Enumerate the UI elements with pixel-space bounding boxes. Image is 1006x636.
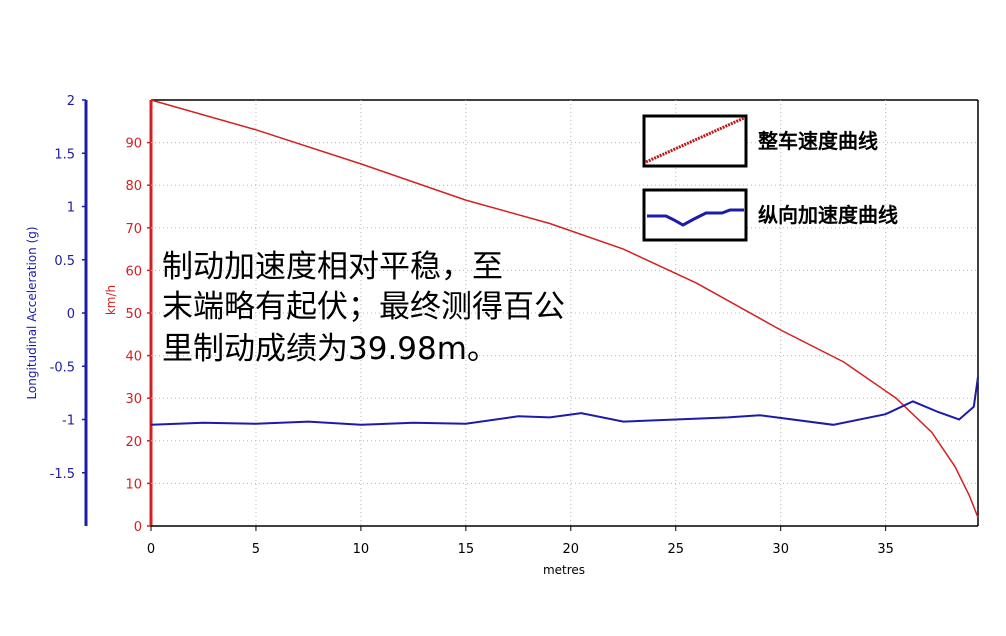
legend-label-accel: 纵向加速度曲线 [758, 203, 898, 227]
right-tick-label: 90 [125, 137, 142, 152]
left-axis-title: Longitudinal Acceleration (g) [25, 226, 39, 399]
right-tick-label: 20 [125, 435, 142, 450]
legend-label-speed: 整车速度曲线 [757, 129, 878, 153]
speed-series-line [150, 99, 979, 518]
annotation-line-1: 制动加速度相对平稳，至 [162, 249, 503, 285]
right-axis-title: km/h [104, 285, 118, 315]
right-tick-label: 0 [134, 520, 142, 535]
left-tick-label: -1 [62, 414, 75, 429]
x-tick-label: 15 [458, 542, 475, 557]
left-tick-label: -0.5 [50, 360, 75, 375]
x-axis-title: metres [543, 563, 585, 577]
right-tick-label: 40 [125, 350, 142, 365]
annotation-line-3: 里制动成绩为39.98m。 [162, 331, 498, 367]
legend-accel-line [647, 208, 744, 227]
right-tick-label: 30 [125, 392, 142, 407]
annotation: 制动加速度相对平稳，至 末端略有起伏；最终测得百公 里制动成绩为39.98m。 [162, 249, 565, 367]
right-tick-label: 60 [125, 264, 142, 279]
right-tick-label: 50 [125, 307, 142, 322]
left-tick-label: 0 [67, 307, 75, 322]
left-tick-label: -1.5 [50, 467, 75, 482]
x-tick-label: 20 [563, 542, 580, 557]
right-tick-label: 80 [125, 179, 142, 194]
legend: 整车速度曲线 纵向加速度曲线 [642, 114, 898, 242]
left-tick-label: 0.5 [54, 254, 75, 269]
right-axis-ticks: 90 80 70 60 50 40 30 20 10 0 [125, 137, 151, 535]
right-tick-label: 10 [125, 477, 142, 492]
acceleration-series-line [150, 376, 979, 426]
grid-layer [151, 100, 978, 526]
x-tick-label: 10 [353, 542, 370, 557]
x-tick-label: 5 [252, 542, 260, 557]
x-tick-label: 25 [667, 542, 684, 557]
annotation-line-2: 末端略有起伏；最终测得百公 [162, 289, 565, 325]
left-tick-label: 2 [67, 94, 75, 109]
x-tick-label: 30 [772, 542, 789, 557]
x-tick-label: 35 [877, 542, 894, 557]
x-axis-ticks: 0 5 10 15 20 25 30 35 [147, 526, 894, 557]
right-tick-label: 70 [125, 222, 142, 237]
x-tick-label: 0 [147, 542, 155, 557]
left-tick-label: 1.5 [54, 147, 75, 162]
left-tick-label: 1 [67, 201, 75, 216]
left-axis-ticks: 2 1.5 1 0.5 0 -0.5 -1 -1.5 [50, 94, 86, 482]
